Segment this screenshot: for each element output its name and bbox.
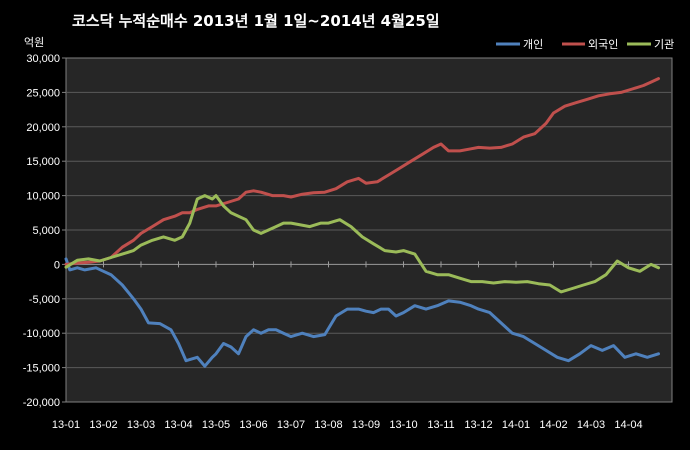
x-tick-label: 13-10 (389, 419, 417, 431)
grid-lines (66, 91, 672, 369)
x-tick-label: 14-01 (502, 419, 530, 431)
x-tick-label: 13-01 (52, 419, 80, 431)
y-tick-label: 10,000 (26, 191, 60, 203)
legend: 개인 외국인 기관 (496, 38, 674, 51)
y-tick-label: 30,000 (26, 53, 60, 65)
y-tick-label: 15,000 (26, 156, 60, 168)
x-tick-label: 14-02 (539, 419, 567, 431)
y-tick-label: -20,000 (23, 397, 60, 409)
y-tick-label: 25,000 (26, 87, 60, 99)
y-axis-unit-label: 억원 (24, 36, 44, 49)
y-tick-label: -5,000 (29, 294, 60, 306)
legend-label-individual: 개인 (523, 38, 543, 51)
x-tick-label: 13-11 (427, 419, 454, 431)
series-line-individual (64, 257, 660, 368)
series-lines (64, 77, 660, 368)
x-tick-label: 13-09 (352, 419, 380, 431)
x-tick-label: 13-06 (239, 419, 267, 431)
legend-label-foreign: 외국인 (588, 38, 618, 51)
x-tick-label: 13-02 (89, 419, 117, 431)
x-tick-label: 13-05 (202, 419, 230, 431)
y-axis-ticks: 30,000 25,000 20,000 15,000 10,000 5,000 0 -5,0… (23, 53, 66, 409)
x-tick-label: 13-12 (464, 419, 492, 431)
x-tick-label: 13-08 (314, 419, 342, 431)
x-tick-label: 13-07 (277, 419, 305, 431)
y-tick-label: -15,000 (23, 363, 60, 375)
y-tick-label: 0 (54, 259, 60, 271)
y-tick-label: -10,000 (23, 328, 60, 340)
x-tick-label: 13-04 (164, 419, 192, 431)
x-axis-ticks: 13-01 13-02 13-03 13-04 13-05 13-06 13-07 13-08… (52, 261, 643, 431)
series-line-institution (64, 194, 660, 294)
x-tick-label: 14-03 (577, 419, 605, 431)
x-tick-label: 13-03 (127, 419, 155, 431)
y-tick-label: 5,000 (32, 225, 60, 237)
legend-label-institution: 기관 (654, 38, 674, 51)
chart-title: 코스닥 누적순매수 2013년 1월 1일~2014년 4월25일 (72, 12, 440, 30)
x-tick-label: 14-04 (614, 419, 642, 431)
series-line-foreign (64, 77, 660, 266)
y-tick-label: 20,000 (26, 122, 60, 134)
